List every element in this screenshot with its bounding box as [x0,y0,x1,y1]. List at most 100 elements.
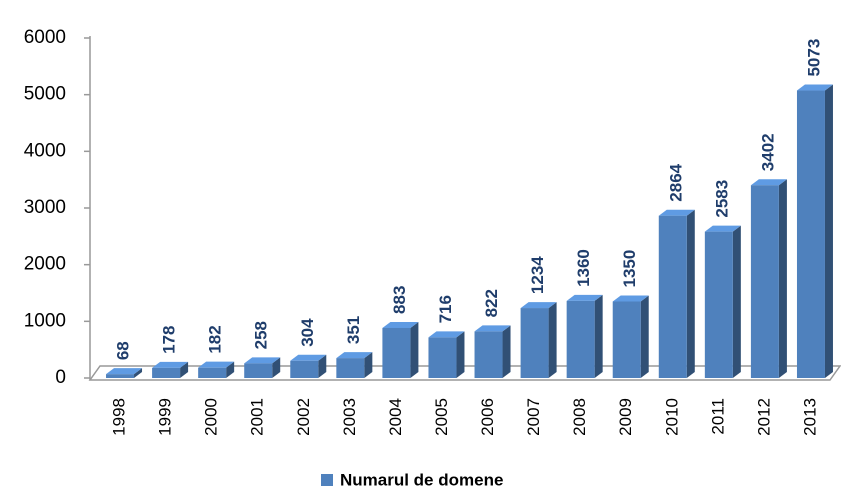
bar [336,352,373,378]
data-label: 178 [160,326,179,354]
bar-side [502,325,511,378]
bar-top [382,321,419,328]
bar [106,368,143,378]
data-label: 5073 [804,39,823,77]
legend-swatch [321,474,333,486]
bar-front [704,231,733,378]
bar-front [106,374,135,378]
data-label: 716 [436,295,455,323]
bar-side [594,294,603,378]
bar-front [750,185,779,378]
data-label: 68 [114,341,133,360]
bar-top [336,352,373,359]
bar [244,357,281,378]
floor [88,365,841,381]
x-tick-label: 2010 [662,398,681,436]
data-label: 3402 [758,133,777,171]
bar [658,209,695,378]
bar [750,179,787,378]
x-tick-label: 2004 [386,398,405,436]
y-tick-label: 3000 [24,197,66,218]
bar [198,361,235,378]
bar-top [796,84,833,91]
bar-top [244,357,281,364]
bar-top [566,294,603,301]
bar [612,295,649,378]
bar-side [180,361,189,378]
bar-top [704,225,741,232]
bar-front [244,363,273,378]
x-tick-label: 2000 [202,398,221,436]
bar-top [290,354,327,361]
bar-side [364,352,373,378]
bar-top [658,209,695,216]
x-tick-label: 2012 [754,398,773,436]
bar-top [428,331,465,338]
data-label: 351 [344,316,363,344]
bar [704,225,741,378]
data-label: 2583 [712,180,731,218]
y-tick-label: 1000 [24,310,66,331]
bar [382,321,419,378]
y-tick-label: 6000 [24,27,66,48]
x-tick-label: 2005 [432,398,451,436]
bar-side [548,302,557,378]
bar-side [686,209,695,378]
bar-front [520,308,549,378]
x-tick-label: 2007 [524,398,543,436]
bar-front [658,215,687,378]
bar-side [824,84,833,378]
x-tick-label: 2001 [248,398,267,436]
data-label: 1350 [620,250,639,288]
y-tick-label: 5000 [24,84,66,105]
bar-front [336,358,365,378]
bar-side [732,225,741,378]
bar-side [318,354,327,378]
bar-front [474,331,503,378]
x-tick-label: 2006 [478,398,497,436]
x-tick-label: 2013 [800,398,819,436]
bar [474,325,511,378]
bar-top [198,361,235,368]
data-label: 258 [252,321,271,349]
data-label: 822 [482,289,501,317]
bar-side [456,331,465,378]
x-tick-label: 2008 [570,398,589,436]
bar [428,331,465,378]
bar-front [428,337,457,378]
x-tick-label: 2011 [708,398,727,435]
y-tick-label: 0 [55,367,66,388]
data-label: 304 [298,318,317,347]
x-tick-label: 1998 [110,398,129,436]
bar-side [226,361,235,378]
data-label: 883 [390,286,409,314]
data-label: 182 [206,325,225,353]
bar [566,294,603,378]
bar-side [134,368,143,378]
bar-top [474,325,511,332]
bar [520,302,557,378]
x-tick-label: 1999 [156,398,175,436]
bar-top [152,361,189,368]
bar-top [750,179,787,186]
bar-front [796,90,825,378]
bar [796,84,833,378]
bar-front [612,301,641,378]
y-tick-label: 4000 [24,140,66,161]
x-tick-label: 2003 [340,398,359,436]
bar-front [198,367,227,378]
bar-side [410,321,419,378]
bar-front [566,300,595,378]
bar-side [272,357,281,378]
bar-top [612,295,649,302]
bar-front [290,360,319,378]
y-tick-label: 2000 [24,254,66,275]
bar [290,354,327,378]
data-label: 2864 [666,163,685,201]
bar-side [640,295,649,378]
legend-label: Numarul de domene [340,470,503,489]
bar-top [106,368,143,375]
bar-front [152,367,181,378]
data-label: 1360 [574,249,593,287]
